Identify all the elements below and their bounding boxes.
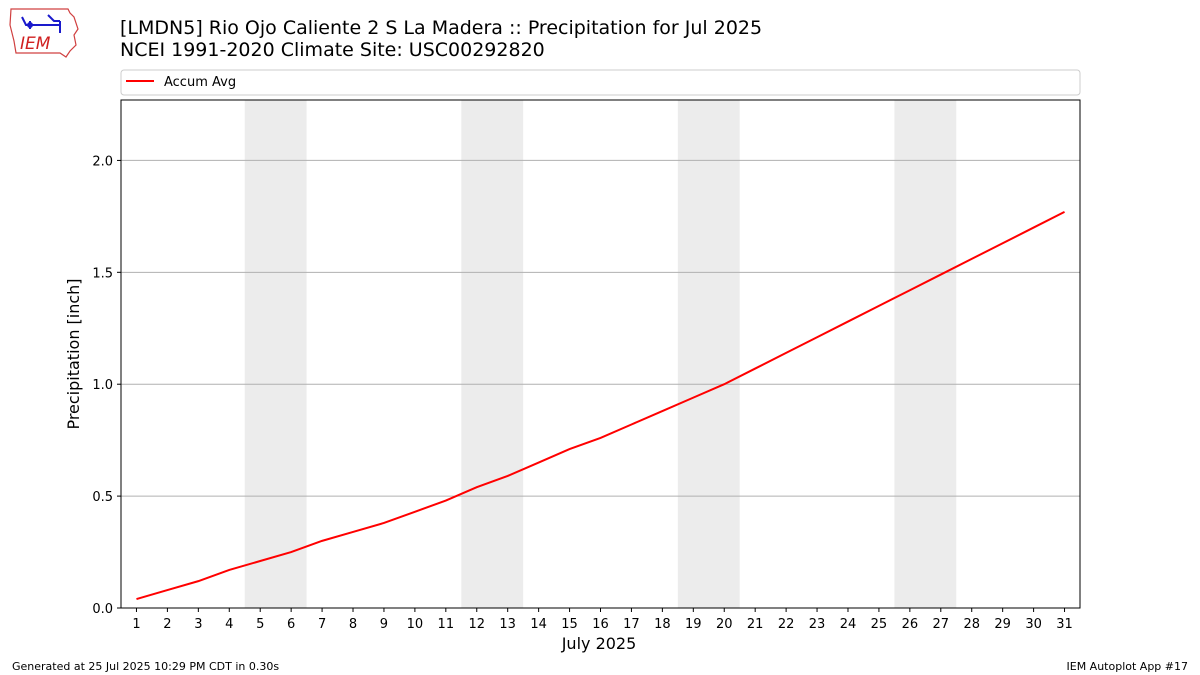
legend-frame [120,69,1081,96]
logo-text: IEM [20,34,51,54]
x-tick-label: 10 [407,617,424,632]
x-tick-label: 14 [530,617,547,632]
y-tick-label: 0.0 [92,602,113,617]
weekend-band-4 [894,100,957,608]
x-tick-label: 22 [778,617,795,632]
y-tick-label: 1.5 [92,266,113,281]
x-tick-label: 7 [318,617,326,632]
weekend-band-1 [244,100,307,608]
iowa-outline-icon [9,8,79,58]
y-tick-label: 1.0 [92,378,113,393]
y-tick-label: 0.5 [92,490,113,505]
x-axis-ticks: 1 2 3 4 5 6 7 8 9 10 11 12 13 14 15 16 17 18 19 20 21 22 23 24 2… [132,608,1073,632]
x-tick-label: 1 [132,617,140,632]
x-tick-label: 23 [809,617,826,632]
x-tick-label: 11 [438,617,455,632]
iem-logo: IEM [9,8,79,58]
x-tick-label: 24 [840,617,857,632]
legend-label: Accum Avg [164,75,236,90]
x-tick-label: 19 [685,617,702,632]
x-tick-label: 21 [747,617,764,632]
y-axis-ticks: 0.0 0.5 1.0 1.5 2.0 [92,154,121,617]
x-axis-label: July 2025 [561,634,637,653]
weekend-shading [244,100,957,608]
x-tick-label: 12 [468,617,485,632]
x-tick-label: 2 [163,617,171,632]
footer-app-id: IEM Autoplot App #17 [1066,660,1189,673]
x-tick-label: 18 [654,617,671,632]
chart-title-block: [LMDN5] Rio Ojo Caliente 2 S La Madera :… [120,17,762,61]
x-tick-label: 6 [287,617,295,632]
x-tick-label: 3 [194,617,202,632]
chart-subtitle: NCEI 1991-2020 Climate Site: USC00292820 [120,39,545,61]
x-tick-label: 5 [256,617,264,632]
x-tick-label: 28 [963,617,980,632]
y-axis-label: Precipitation [inch] [64,278,83,429]
legend: Accum Avg [120,69,1081,96]
y-tick-label: 2.0 [92,154,113,169]
x-tick-label: 29 [994,617,1011,632]
series-lines [136,211,1065,601]
series-line-1 [136,211,1065,601]
x-tick-label: 13 [499,617,516,632]
x-tick-label: 9 [380,617,388,632]
x-tick-label: 17 [623,617,640,632]
weekend-band-3 [677,100,740,608]
x-tick-label: 30 [1025,617,1042,632]
x-tick-label: 15 [561,617,578,632]
weekend-band-2 [461,100,524,608]
x-tick-label: 4 [225,617,233,632]
chart-title: [LMDN5] Rio Ojo Caliente 2 S La Madera :… [120,17,763,39]
footer-generated: Generated at 25 Jul 2025 10:29 PM CDT in… [12,660,280,673]
x-tick-label: 25 [871,617,888,632]
x-tick-label: 26 [902,617,919,632]
x-tick-label: 31 [1056,617,1073,632]
x-tick-label: 27 [933,617,950,632]
x-tick-label: 8 [349,617,357,632]
x-tick-label: 20 [716,617,733,632]
x-tick-label: 16 [592,617,609,632]
